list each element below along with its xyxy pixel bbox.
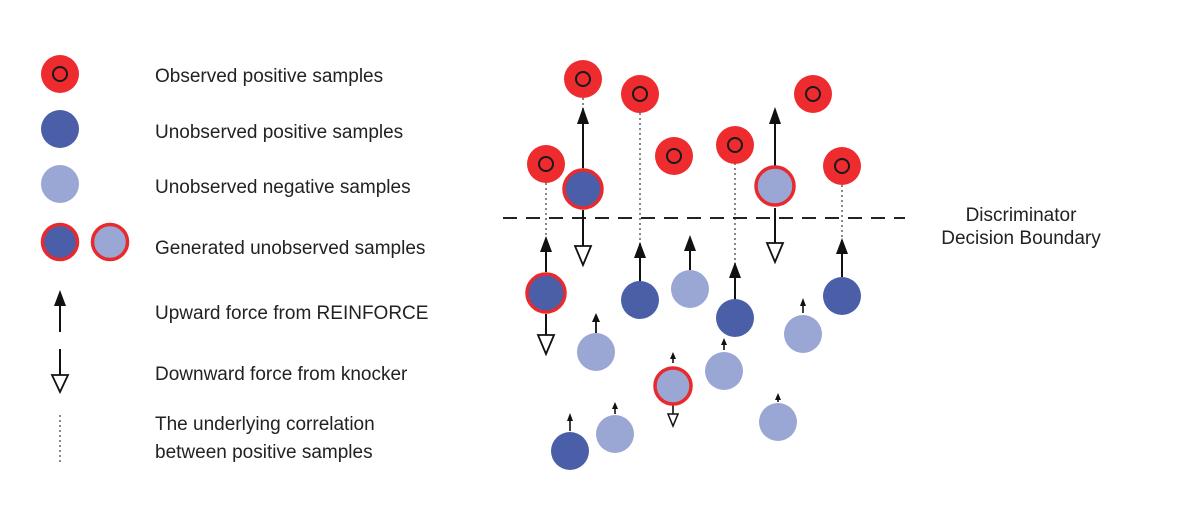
unobserved-positive-sample xyxy=(823,277,861,315)
downward-force-arrows xyxy=(536,208,785,428)
unobserved-positive-samples xyxy=(551,277,861,470)
unobserved-negative-sample xyxy=(759,403,797,441)
legend-label-upward-force: Upward force from REINFORCE xyxy=(155,303,428,324)
observed-positive-sample xyxy=(655,137,693,175)
generated-positive-sample xyxy=(562,168,604,210)
unobserved-positive-sample xyxy=(716,299,754,337)
legend-label-correlation-line1: The underlying correlation xyxy=(155,414,375,435)
legend-downward-arrow-icon xyxy=(50,349,70,395)
legend-label-generated-unobserved: Generated unobserved samples xyxy=(155,238,425,259)
unobserved-positive-sample xyxy=(621,281,659,319)
observed-positive-sample xyxy=(564,60,602,98)
generated-negative-sample xyxy=(653,366,693,406)
legend-unobserved-positive-icon xyxy=(41,110,79,148)
unobserved-negative-sample xyxy=(596,415,634,453)
sample-diagram: Discriminator Decision Boundary xyxy=(503,60,1101,470)
boundary-label-line1: Discriminator xyxy=(966,205,1078,226)
unobserved-negative-sample xyxy=(705,352,743,390)
observed-positive-sample xyxy=(794,75,832,113)
unobserved-negative-sample xyxy=(671,270,709,308)
observed-positive-sample xyxy=(823,147,861,185)
unobserved-positive-sample xyxy=(551,432,589,470)
legend-label-unobserved-negative: Unobserved negative samples xyxy=(155,177,411,198)
legend-observed-positive-icon xyxy=(41,55,79,93)
upward-arrow xyxy=(612,402,618,414)
downward-arrow xyxy=(536,314,556,357)
upward-arrow xyxy=(775,393,781,402)
upward-arrow xyxy=(800,298,806,313)
legend-label-correlation-line2: between positive samples xyxy=(155,442,373,463)
upward-arrow xyxy=(721,338,727,350)
legend-label-observed-positive: Observed positive samples xyxy=(155,66,383,87)
unobserved-negative-sample xyxy=(784,315,822,353)
upward-force-arrows xyxy=(540,107,848,431)
upward-arrow xyxy=(670,352,676,363)
legend-label-unobserved-positive: Unobserved positive samples xyxy=(155,122,403,143)
legend-unobserved-negative-icon xyxy=(41,165,79,203)
generated-unobserved-samples xyxy=(525,165,796,406)
downward-arrow xyxy=(666,405,680,428)
downward-arrow xyxy=(765,208,785,265)
unobserved-negative-samples xyxy=(577,270,822,453)
upward-arrow xyxy=(577,107,589,168)
downward-arrow xyxy=(573,210,593,268)
boundary-label-line2: Decision Boundary xyxy=(941,228,1101,249)
upward-arrow xyxy=(684,235,696,270)
upward-arrow xyxy=(769,107,781,168)
observed-positive-sample xyxy=(527,145,565,183)
upward-arrow xyxy=(729,262,741,300)
upward-arrow xyxy=(634,242,646,283)
legend-generated-unobserved-icon xyxy=(40,222,130,262)
upward-arrow xyxy=(836,238,848,277)
legend: Observed positive samples Unobserved pos… xyxy=(40,55,428,463)
generated-negative-sample xyxy=(754,165,796,207)
unobserved-negative-sample xyxy=(577,333,615,371)
upward-arrow xyxy=(567,413,573,431)
legend-label-downward-force: Downward force from knocker xyxy=(155,364,408,385)
legend-upward-arrow-icon xyxy=(54,290,66,332)
upward-arrow xyxy=(592,313,600,333)
observed-positive-sample xyxy=(621,75,659,113)
observed-positive-samples xyxy=(527,60,861,185)
generated-positive-sample xyxy=(525,272,567,314)
observed-positive-sample xyxy=(716,126,754,164)
upward-arrow xyxy=(540,236,552,272)
